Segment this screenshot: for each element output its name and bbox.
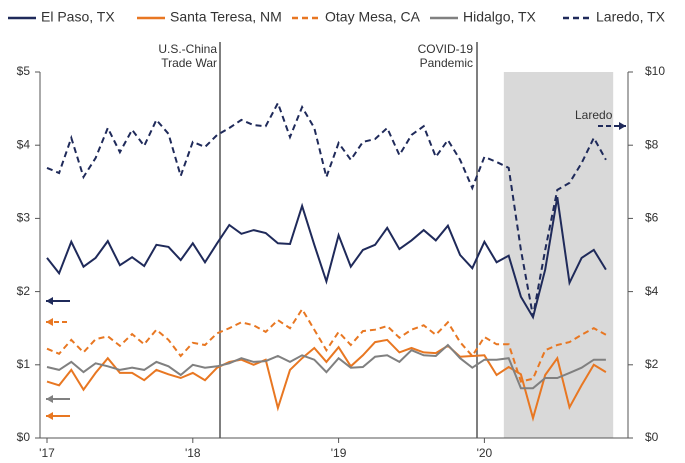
x-tick-label: '20 (477, 446, 493, 458)
y2-tick-label: $10 (645, 64, 665, 78)
legend-label: Santa Teresa, NM (170, 9, 282, 25)
legend-label: Laredo, TX (596, 9, 666, 25)
y2-tick-label: $6 (645, 211, 659, 225)
annotation: COVID-19 (418, 42, 474, 56)
arrow-head (46, 318, 53, 326)
x-tick-label: '18 (185, 446, 201, 458)
y-tick-label: $0 (17, 430, 31, 444)
annotation: Laredo (575, 108, 613, 122)
arrow-head (46, 395, 53, 403)
y2-tick-label: $2 (645, 357, 659, 371)
legend-label: El Paso, TX (41, 9, 115, 25)
series-line (46, 343, 606, 390)
arrow-head (46, 297, 53, 305)
arrow-head (619, 122, 626, 130)
x-tick-label: '19 (331, 446, 347, 458)
legend: El Paso, TX Santa Teresa, NM Otay Mesa, CA… (8, 9, 666, 25)
y2-tick-label: $4 (645, 284, 659, 298)
legend-label: Hidalgo, TX (463, 9, 537, 25)
y2-tick-label: $8 (645, 137, 659, 151)
annotation: Pandemic (420, 56, 473, 70)
arrow-head (46, 412, 53, 420)
y-tick-label: $4 (17, 137, 31, 151)
annotation: U.S.-China (158, 42, 217, 56)
x-tick-label: '17 (39, 446, 55, 458)
y-tick-label: $1 (17, 357, 31, 371)
series-line (46, 197, 607, 320)
y-tick-label: $3 (17, 211, 31, 225)
series-line (46, 307, 607, 383)
y-tick-label: $2 (17, 284, 31, 298)
y2-tick-label: $0 (645, 430, 659, 444)
legend-label: Otay Mesa, CA (325, 9, 421, 25)
y-tick-label: $5 (17, 64, 31, 78)
series-line (46, 100, 607, 317)
annotation: Trade War (161, 56, 217, 70)
